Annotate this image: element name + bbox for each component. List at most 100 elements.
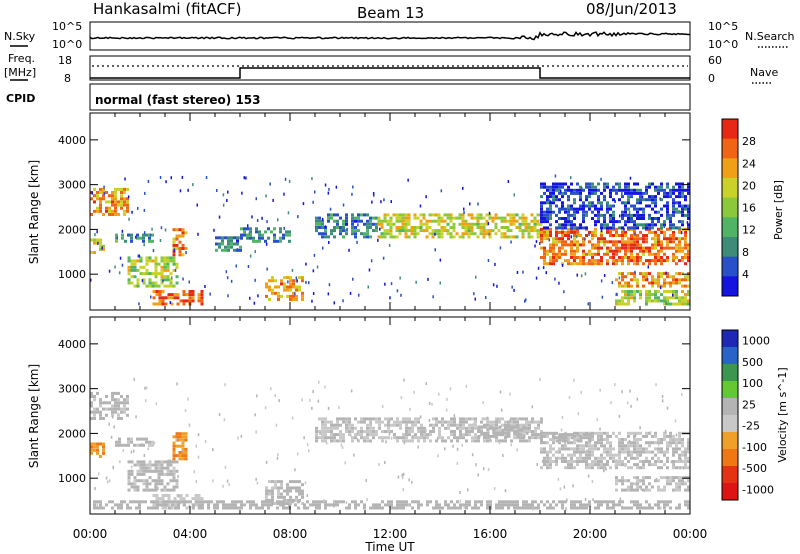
heatmap-cell: [558, 281, 560, 285]
heatmap-cell: [333, 426, 336, 430]
heatmap-cell: [576, 240, 579, 244]
heatmap-cell: [612, 503, 615, 507]
heatmap-cell: [634, 270, 636, 274]
heatmap-cell: [390, 503, 393, 507]
heatmap-cell: [111, 404, 114, 408]
heatmap-cell: [366, 439, 369, 443]
heatmap-cell: [145, 479, 149, 483]
heatmap-cell: [684, 243, 687, 247]
heatmap-cell: [363, 436, 366, 440]
heatmap-cell: [573, 466, 576, 470]
heatmap-cell: [564, 433, 568, 437]
heatmap-cell: [196, 203, 198, 207]
heatmap-cell: [482, 226, 486, 229]
heatmap-cell: [462, 417, 465, 421]
heatmap-cell: [120, 417, 123, 420]
heatmap-cell: [461, 213, 465, 217]
heatmap-cell: [420, 423, 423, 427]
heatmap-cell: [420, 435, 422, 439]
heatmap-cell: [114, 401, 117, 405]
heatmap-cell: [489, 437, 491, 441]
heatmap-cell: [236, 248, 239, 252]
heatmap-cell: [600, 246, 603, 250]
heatmap-cell: [642, 466, 645, 470]
heatmap-cell: [401, 226, 405, 229]
heatmap-cell: [624, 456, 627, 460]
heatmap-cell: [585, 456, 588, 460]
heatmap-cell: [121, 236, 124, 240]
heatmap-cell: [312, 292, 315, 295]
colorbar-swatch: [722, 276, 738, 297]
heatmap-cell: [633, 441, 636, 445]
heatmap-cell: [669, 281, 672, 285]
heatmap-cell: [111, 500, 114, 504]
heatmap-cell: [159, 503, 162, 507]
heatmap-cell: [559, 209, 561, 213]
heatmap-cell: [522, 500, 525, 504]
heatmap-cell: [509, 392, 511, 396]
heatmap-cell: [687, 500, 690, 504]
heatmap-cell: [111, 200, 114, 204]
heatmap-cell: [598, 436, 600, 440]
heatmap-cell: [108, 269, 111, 273]
heatmap-cell: [669, 479, 672, 483]
heatmap-cell: [348, 417, 351, 421]
heatmap-cell: [531, 433, 534, 437]
heatmap-cell: [669, 234, 672, 237]
heatmap-cell: [440, 219, 444, 223]
heatmap-cell: [573, 262, 576, 266]
heatmap-cell: [506, 229, 510, 233]
heatmap-cell: [227, 248, 230, 252]
heatmap-cell: [611, 281, 614, 285]
heatmap-cell: [345, 420, 348, 424]
heatmap-cell: [552, 453, 555, 457]
heatmap-cell: [289, 298, 292, 301]
heatmap-cell: [500, 232, 504, 236]
heatmap-cell: [272, 198, 274, 202]
heatmap-cell: [167, 503, 171, 507]
heatmap-cell: [471, 430, 474, 433]
heatmap-cell: [582, 188, 585, 192]
heatmap-cell: [577, 412, 580, 416]
heatmap-cell: [642, 223, 645, 227]
heatmap-cell: [243, 227, 246, 231]
heatmap-cell: [256, 219, 259, 222]
colorbar-swatch: [722, 449, 738, 467]
heatmap-cell: [624, 275, 627, 279]
heatmap-cell: [555, 243, 558, 247]
heatmap-cell: [597, 249, 600, 253]
heatmap-cell: [627, 431, 630, 435]
heatmap-cell: [665, 271, 667, 275]
heatmap-cell: [398, 229, 402, 233]
heatmap-cell: [145, 262, 149, 266]
heatmap-cell: [296, 279, 298, 283]
heatmap-cell: [540, 434, 543, 438]
heatmap-cell: [681, 210, 684, 214]
heatmap-cell: [181, 243, 185, 247]
heatmap-cell: [375, 503, 378, 507]
heatmap-cell: [564, 230, 567, 234]
heatmap-cell: [164, 506, 168, 510]
heatmap-cell: [120, 500, 123, 504]
heatmap-cell: [330, 426, 333, 430]
heatmap-cell: [367, 285, 369, 289]
heatmap-cell: [681, 213, 684, 217]
heatmap-cell: [476, 213, 480, 217]
heatmap-cell: [657, 460, 660, 463]
heatmap-cell: [564, 240, 567, 244]
heatmap-cell: [342, 299, 344, 303]
heatmap-cell: [630, 234, 633, 237]
heatmap-cell: [425, 226, 429, 229]
heatmap-cell: [585, 213, 588, 217]
heatmap-cell: [561, 207, 564, 211]
heatmap-cell: [531, 417, 534, 421]
heatmap-cell: [471, 426, 474, 430]
heatmap-cell: [639, 243, 642, 247]
heatmap-cell: [573, 378, 575, 382]
y-tick-label: 1000: [58, 268, 86, 281]
heatmap-cell: [224, 248, 227, 252]
heatmap-cell: [609, 191, 612, 195]
heatmap-cell: [151, 272, 155, 276]
heatmap-cell: [408, 430, 411, 433]
heatmap-cell: [182, 290, 186, 293]
